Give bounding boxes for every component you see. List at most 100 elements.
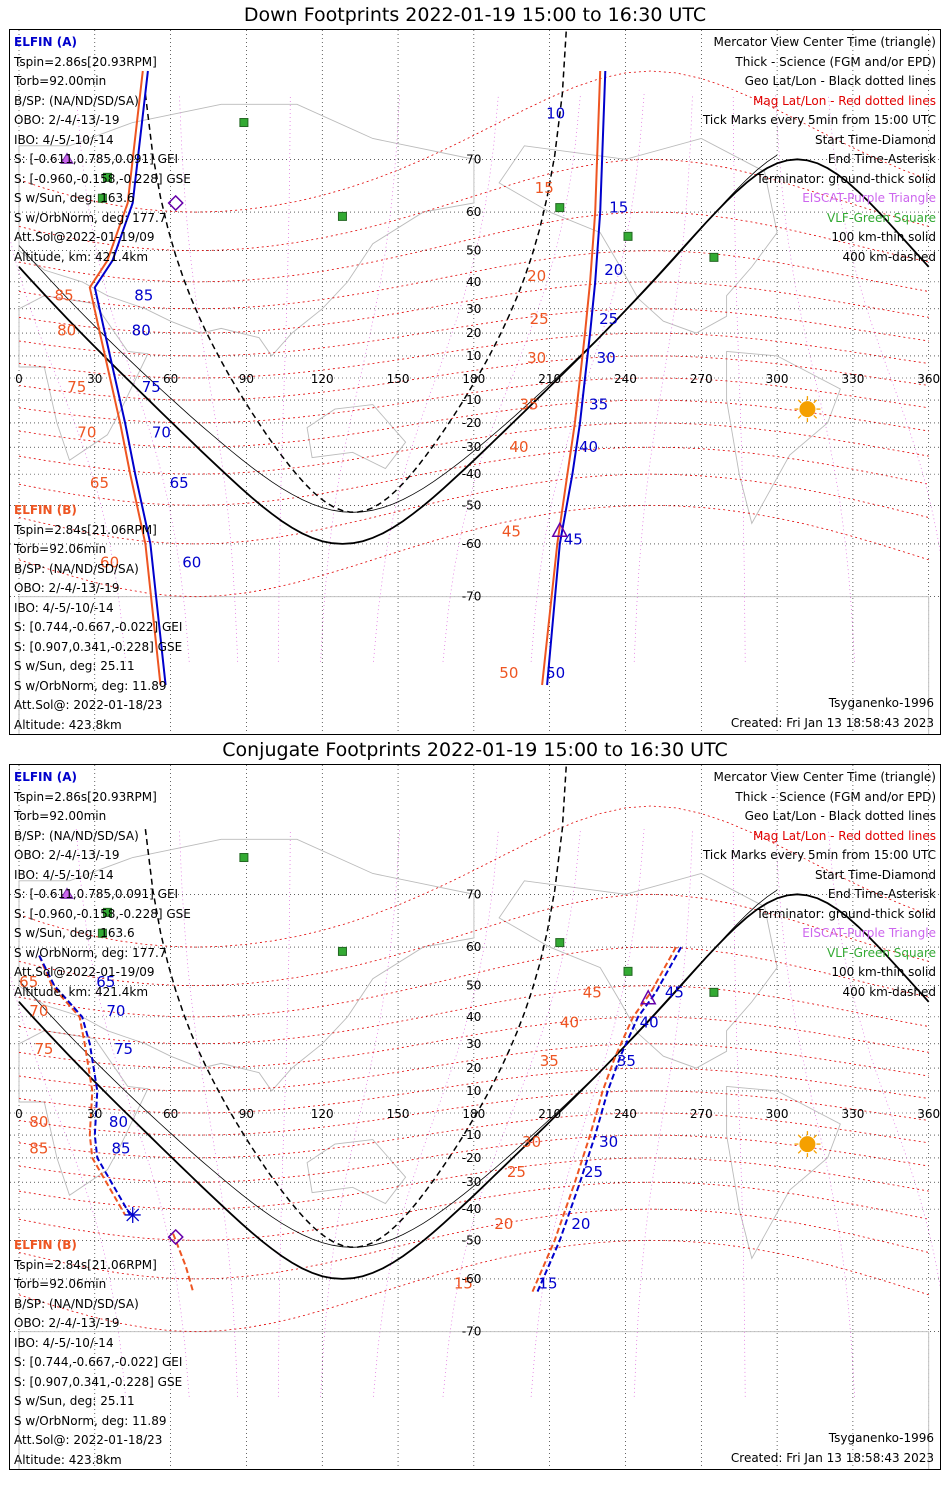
- sat-a-track-west: [93, 70, 167, 686]
- sat-b-track-segment: [172, 1233, 195, 1294]
- sat-a-tick-label: 35: [589, 396, 608, 414]
- mag-longitude-line: [277, 94, 291, 662]
- latitude-label: -10: [462, 393, 482, 407]
- coastline: [18, 1030, 149, 1197]
- coastline: [498, 873, 778, 1069]
- sat-b-name: ELFIN (B): [14, 503, 77, 517]
- sun-icon: [799, 1136, 816, 1153]
- legend-item: Mercator View Center Time (triangle): [713, 35, 936, 49]
- latitude-label: 70: [466, 152, 481, 166]
- coastline: [498, 138, 778, 334]
- latitude-label: 40: [466, 275, 481, 289]
- sat-b-line: Att.Sol@: 2022-01-18/23: [14, 698, 163, 712]
- sat-b-line: S: [0.744,-0.667,-0.022] GEI: [14, 1355, 183, 1369]
- latitude-label: -30: [462, 1175, 482, 1189]
- sat-b-tick-label: 30: [522, 1133, 541, 1151]
- coastline: [726, 1085, 841, 1260]
- sat-b-tick-label: 35: [540, 1052, 559, 1070]
- latitude-label: 30: [466, 302, 481, 316]
- latitude-label: -70: [462, 590, 482, 604]
- longitude-label: 270: [690, 1107, 713, 1121]
- sat-b-line: OBO: 2/-4/-13/-19: [14, 581, 120, 595]
- sat-a-tick-label: 80: [132, 322, 151, 340]
- conjugate-footprints-panel: 65 70 75 80 85 45 40 35 30 25 20 15 65 70 75 80 85 45 40 35…: [9, 764, 941, 1470]
- vlf-square: [555, 938, 565, 948]
- legend-item: Tick Marks every 5min from 15:00 UTC: [702, 848, 936, 862]
- terminator-100km: [18, 889, 778, 1248]
- mag-latitude-line: [18, 1067, 929, 1114]
- sat-a-line: S w/Sun, deg: 163.6: [14, 191, 135, 205]
- sat-b-line: IBO: 4/-5/-10/-14: [14, 1335, 114, 1350]
- end-asterisk: [126, 1208, 140, 1222]
- legend: Mercator View Center Time (triangle) Thi…: [703, 33, 936, 267]
- sat-b-line: S: [0.907,0.341,-0.228] GSE: [14, 639, 183, 654]
- latitude-label: 10: [466, 349, 481, 363]
- latitude-label: -30: [462, 440, 482, 454]
- vlf-square: [239, 118, 249, 128]
- sat-a-track-west: [38, 955, 132, 1216]
- sat-b-tick-label: 25: [507, 1163, 526, 1181]
- coastline: [306, 404, 407, 470]
- eiscat-triangle: [60, 887, 74, 899]
- legend-item: EISCAT-Purple Triangle: [802, 191, 936, 205]
- mag-latitude-line: [18, 946, 929, 1018]
- legend-item: Terminator: ground-thick solid: [756, 906, 936, 921]
- sun-icon: [799, 401, 816, 418]
- vlf-square: [709, 252, 719, 262]
- sat-a-line: Torb=92.00min: [14, 809, 107, 823]
- longitude-label: 150: [387, 372, 410, 386]
- mag-longitude-line: [775, 94, 855, 662]
- sat-a-line: OBO: 2/-4/-13/-19: [14, 113, 120, 127]
- sat-b-tick-label: 60: [100, 554, 119, 572]
- sat-b-line: S: [0.907,0.341,-0.228] GSE: [14, 1374, 183, 1389]
- latitude-label: 60: [466, 205, 481, 219]
- legend-item: VLF-Green Square: [827, 210, 936, 225]
- coastline: [18, 295, 149, 462]
- legend-item: Start Time-Diamond: [814, 867, 936, 882]
- sat-a-name: ELFIN (A): [14, 35, 77, 49]
- coastline: [306, 1139, 407, 1205]
- sat-b-line: Torb=92.06min: [14, 542, 107, 556]
- sat-b-tick-label: 15: [454, 1274, 473, 1292]
- longitude-label: 210: [538, 1107, 561, 1121]
- legend-item: Geo Lat/Lon - Black dotted lines: [744, 74, 936, 88]
- sat-b-line: Tspin=2.84s[21.06RPM]: [14, 1257, 157, 1272]
- down-footprints-map[interactable]: 15 20 25 30 35 40 45 50 85 80 75 70 65 60 10 15 20 25 30 35…: [10, 30, 941, 735]
- vlf-square: [337, 211, 347, 221]
- longitude-label: 60: [163, 1107, 178, 1121]
- sat-b-tick-label: 20: [527, 267, 546, 285]
- sat-b-line: Altitude: 423.8km: [14, 717, 122, 732]
- longitude-label: 240: [614, 1107, 637, 1121]
- conjugate-footprints-map[interactable]: 6570758085454035302520156570758085454035…: [10, 765, 941, 1470]
- sat-b-track: [531, 946, 677, 1294]
- mag-longitude-line: [373, 94, 499, 662]
- terminator-100km: [18, 154, 778, 513]
- longitude-label: 180: [462, 372, 485, 386]
- legend-item: EISCAT-Purple Triangle: [802, 926, 936, 940]
- sat-a-tick-label: 25: [599, 310, 618, 328]
- sat-b-tick-label: 20: [494, 1215, 513, 1233]
- sat-b-tick-label: 80: [57, 322, 76, 340]
- sat-a-line: Tspin=2.86s[20.93RPM]: [14, 54, 157, 69]
- latitude-label: 50: [466, 979, 481, 993]
- sat-b-line: S w/OrbNorm, deg: 11.89: [14, 678, 167, 693]
- sat-b-tick-label: 80: [29, 1113, 48, 1131]
- sat-b-tick-label: 15: [535, 179, 554, 197]
- sat-a-tick-label: 20: [571, 1215, 590, 1233]
- panel-title-conjugate: Conjugate Footprints 2022-01-19 15:00 to…: [222, 739, 728, 761]
- legend-item: Thick - Science (FGM and/or EPD): [735, 54, 936, 69]
- sat-a-line: S w/Sun, deg: 163.6: [14, 926, 135, 940]
- sat-a-tick-label: 20: [604, 261, 623, 279]
- mag-latitude-line: [18, 355, 929, 401]
- sat-a-tick-label: 35: [617, 1052, 636, 1070]
- sat-b-line: S w/OrbNorm, deg: 11.89: [14, 1413, 167, 1428]
- legend-item: 100 km-thin solid: [831, 230, 936, 244]
- vlf-square: [102, 172, 112, 182]
- longitude-label: 240: [614, 372, 637, 386]
- legend-item: Mercator View Center Time (triangle): [713, 770, 936, 784]
- sun-ray: [797, 399, 802, 404]
- latitude-label: -70: [462, 1325, 482, 1339]
- sat-a-tick-label: 15: [609, 199, 628, 217]
- sat-b-track-west: [38, 955, 126, 1216]
- sat-b-tick-label: 40: [509, 438, 528, 456]
